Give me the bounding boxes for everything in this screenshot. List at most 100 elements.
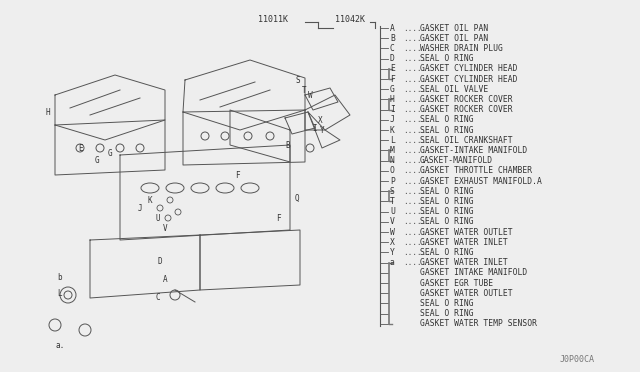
- Text: L: L: [57, 289, 61, 298]
- Text: A: A: [390, 23, 395, 32]
- Text: E: E: [390, 64, 395, 73]
- Text: ......: ......: [403, 258, 431, 267]
- Text: F: F: [390, 74, 395, 83]
- Text: T: T: [390, 197, 395, 206]
- Text: b: b: [57, 273, 61, 282]
- Text: J: J: [390, 115, 395, 124]
- Text: I: I: [312, 124, 317, 132]
- Text: GASKET-INTAKE MANIFOLD: GASKET-INTAKE MANIFOLD: [420, 146, 527, 155]
- Text: GASKET THROTTLE CHAMBER: GASKET THROTTLE CHAMBER: [420, 166, 532, 175]
- Text: SEAL O RING: SEAL O RING: [420, 248, 474, 257]
- Text: GASKET WATER INLET: GASKET WATER INLET: [420, 258, 508, 267]
- Text: 11042K: 11042K: [335, 15, 365, 24]
- Text: F: F: [276, 214, 280, 222]
- Text: ......: ......: [403, 136, 431, 145]
- Text: ......: ......: [403, 187, 431, 196]
- Text: P: P: [390, 176, 395, 186]
- Text: ......: ......: [403, 85, 431, 94]
- Text: A: A: [163, 276, 168, 285]
- Text: GASKET OIL PAN: GASKET OIL PAN: [420, 34, 488, 43]
- Text: SEAL O RING: SEAL O RING: [420, 207, 474, 216]
- Text: ......: ......: [403, 146, 431, 155]
- Text: D: D: [158, 257, 163, 266]
- Text: W: W: [308, 90, 312, 99]
- Text: I: I: [390, 105, 395, 114]
- Text: SEAL OIL VALVE: SEAL OIL VALVE: [420, 85, 488, 94]
- Text: J: J: [138, 203, 143, 212]
- Text: SEAL O RING: SEAL O RING: [420, 187, 474, 196]
- Text: S: S: [390, 187, 395, 196]
- Text: ......: ......: [403, 125, 431, 135]
- Text: ......: ......: [403, 115, 431, 124]
- Text: G: G: [95, 155, 100, 164]
- Text: ......: ......: [403, 217, 431, 226]
- Text: GASKET WATER OUTLET: GASKET WATER OUTLET: [420, 228, 513, 237]
- Text: K: K: [390, 125, 395, 135]
- Text: ......: ......: [403, 54, 431, 63]
- Text: GASKET INTAKE MANIFOLD: GASKET INTAKE MANIFOLD: [420, 268, 527, 277]
- Text: ......: ......: [403, 248, 431, 257]
- Text: ......: ......: [403, 197, 431, 206]
- Text: N: N: [390, 156, 395, 165]
- Text: SEAL OIL CRANKSHAFT: SEAL OIL CRANKSHAFT: [420, 136, 513, 145]
- Text: O: O: [390, 166, 395, 175]
- Text: GASKET-MANIFOLD: GASKET-MANIFOLD: [420, 156, 493, 165]
- Text: H: H: [390, 95, 395, 104]
- Text: a: a: [390, 258, 395, 267]
- Text: Y: Y: [320, 125, 324, 135]
- Text: ......: ......: [403, 23, 431, 32]
- Text: H: H: [45, 108, 50, 116]
- Text: GASKET WATER OUTLET: GASKET WATER OUTLET: [420, 289, 513, 298]
- Text: ......: ......: [403, 176, 431, 186]
- Text: GASKET CYLINDER HEAD: GASKET CYLINDER HEAD: [420, 64, 518, 73]
- Text: G: G: [390, 85, 395, 94]
- Text: D: D: [390, 54, 395, 63]
- Text: F: F: [235, 170, 239, 180]
- Text: X: X: [390, 238, 395, 247]
- Text: U: U: [155, 214, 159, 222]
- Text: GASKET ROCKER COVER: GASKET ROCKER COVER: [420, 105, 513, 114]
- Text: T: T: [302, 86, 307, 94]
- Text: GASKET EGR TUBE: GASKET EGR TUBE: [420, 279, 493, 288]
- Text: V: V: [163, 224, 168, 232]
- Text: ......: ......: [403, 238, 431, 247]
- Text: C: C: [390, 44, 395, 53]
- Text: ......: ......: [403, 166, 431, 175]
- Text: Y: Y: [390, 248, 395, 257]
- Text: V: V: [390, 217, 395, 226]
- Text: ......: ......: [403, 207, 431, 216]
- Text: J0P00CA: J0P00CA: [560, 356, 595, 365]
- Text: C: C: [155, 294, 159, 302]
- Text: SEAL O RING: SEAL O RING: [420, 299, 474, 308]
- Text: ......: ......: [403, 44, 431, 53]
- Text: ......: ......: [403, 64, 431, 73]
- Text: Q: Q: [295, 193, 300, 202]
- Text: ......: ......: [403, 105, 431, 114]
- Text: S: S: [295, 76, 300, 84]
- Text: ......: ......: [403, 95, 431, 104]
- Text: SEAL O RING: SEAL O RING: [420, 217, 474, 226]
- Text: ......: ......: [403, 156, 431, 165]
- Text: SEAL O RING: SEAL O RING: [420, 125, 474, 135]
- Text: 11011K: 11011K: [258, 15, 288, 24]
- Text: GASKET ROCKER COVER: GASKET ROCKER COVER: [420, 95, 513, 104]
- Text: GASKET WATER INLET: GASKET WATER INLET: [420, 238, 508, 247]
- Text: G: G: [108, 148, 113, 157]
- Text: SEAL O RING: SEAL O RING: [420, 115, 474, 124]
- Text: ......: ......: [403, 228, 431, 237]
- Text: GASKET CYLINDER HEAD: GASKET CYLINDER HEAD: [420, 74, 518, 83]
- Text: L: L: [390, 136, 395, 145]
- Text: ......: ......: [403, 34, 431, 43]
- Text: ......: ......: [403, 74, 431, 83]
- Text: a.: a.: [55, 340, 64, 350]
- Text: W: W: [390, 228, 395, 237]
- Text: SEAL O RING: SEAL O RING: [420, 197, 474, 206]
- Text: GASKET EXHAUST MANIFOLD.A: GASKET EXHAUST MANIFOLD.A: [420, 176, 542, 186]
- Text: GASKET WATER TEMP SENSOR: GASKET WATER TEMP SENSOR: [420, 319, 537, 328]
- Text: B: B: [390, 34, 395, 43]
- Text: B: B: [285, 141, 290, 150]
- Text: K: K: [148, 196, 152, 205]
- Text: SEAL O RING: SEAL O RING: [420, 309, 474, 318]
- Text: M: M: [390, 146, 395, 155]
- Text: WASHER DRAIN PLUG: WASHER DRAIN PLUG: [420, 44, 503, 53]
